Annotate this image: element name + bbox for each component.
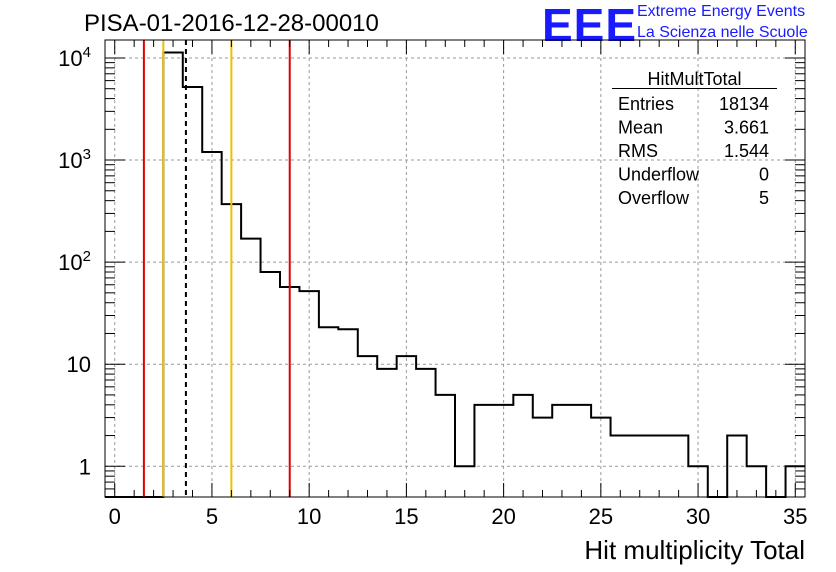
x-tick-label: 0: [109, 504, 121, 529]
histogram-steps: [105, 51, 805, 498]
x-tick-label: 15: [394, 504, 418, 529]
histogram-bin: [552, 405, 571, 497]
histogram-bin: [319, 327, 338, 497]
brand-line-1: Extreme Energy Events: [637, 3, 806, 20]
histogram-bin: [474, 405, 493, 497]
histogram-bin: [436, 395, 455, 497]
x-tick-label: 30: [686, 504, 710, 529]
histogram-bin: [533, 418, 552, 497]
y-tick-label: 10: [67, 352, 91, 377]
page-title: PISA-01-2016-12-28-00010: [84, 10, 379, 37]
x-tick-label: 10: [297, 504, 321, 529]
grid-lines: [105, 40, 805, 497]
stats-label: Overflow: [618, 188, 690, 208]
histogram-bin: [572, 405, 591, 497]
marker-lines: [142, 40, 291, 497]
stats-label: Entries: [618, 94, 674, 114]
stats-divider: [612, 88, 777, 89]
x-tick-label: 20: [491, 504, 515, 529]
x-tick-label: 5: [206, 504, 218, 529]
y-tick-label: 103: [58, 146, 91, 173]
x-tick-label: 25: [589, 504, 613, 529]
stats-label: Mean: [618, 118, 663, 138]
plot-frame: [104, 39, 806, 498]
histogram-bin: [241, 239, 260, 497]
histogram-outline: [105, 51, 805, 498]
stats-value: 1.544: [724, 141, 769, 161]
stats-box: HitMultTotal Entries 18134 Mean 3.661 RMS 1.54…: [612, 69, 777, 208]
y-tick-label: 102: [58, 248, 91, 275]
histogram-bin: [358, 356, 377, 497]
x-axis: 0 5 10 15 20 25 30 35: [109, 40, 808, 529]
y-axis: 1 10 102 103 104: [58, 44, 805, 490]
histogram-bin: [416, 369, 435, 497]
stats-value: 18134: [719, 94, 769, 114]
stats-label: RMS: [618, 141, 658, 161]
histogram-bin: [163, 53, 182, 497]
histogram-bin: [338, 329, 357, 497]
y-tick-label: 104: [58, 44, 91, 71]
stats-value: 0: [759, 165, 769, 185]
histogram-bin: [261, 272, 280, 497]
stats-value: 3.661: [724, 118, 769, 138]
stats-value: 5: [759, 188, 769, 208]
x-axis-label: Hit multiplicity Total: [584, 535, 805, 565]
x-tick-label: 35: [783, 504, 807, 529]
stats-title: HitMultTotal: [647, 69, 741, 89]
stats-label: Underflow: [618, 165, 700, 185]
histogram-bin: [513, 395, 532, 497]
brand-line-2: La Scienza nelle Scuole: [637, 24, 808, 41]
y-tick-label: 1: [79, 454, 91, 479]
histogram-bin: [377, 369, 396, 497]
